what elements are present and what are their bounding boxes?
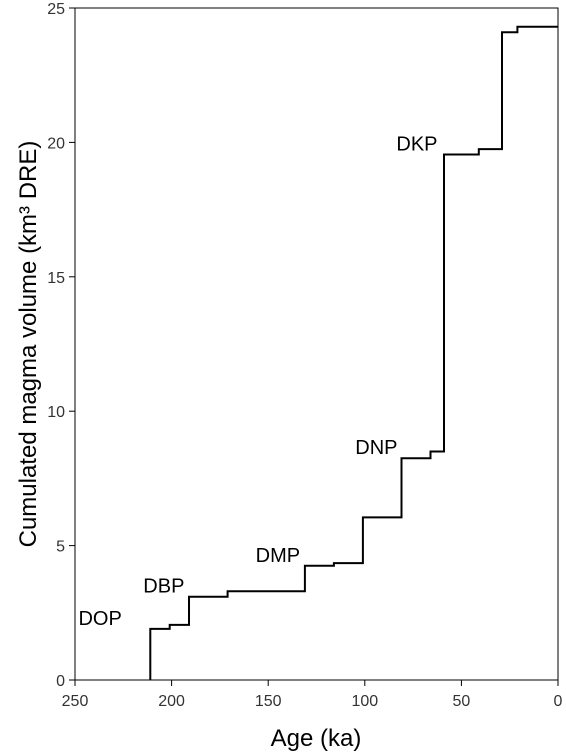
event-labels: DOP DBP DMP DNP DKP (78, 133, 437, 629)
x-axis-title: Age (ka) (271, 725, 362, 752)
y-tick-label: 15 (47, 270, 65, 287)
event-label-dbp: DBP (143, 576, 184, 598)
x-tick-label: 250 (62, 693, 89, 710)
event-label-dmp: DMP (256, 545, 300, 567)
x-tick-label: 100 (351, 693, 378, 710)
y-axis: 0 5 10 15 20 25 (47, 1, 75, 690)
event-label-dkp: DKP (396, 133, 437, 155)
y-tick-label: 20 (47, 135, 65, 152)
event-label-dnp: DNP (355, 437, 397, 459)
y-tick-label: 25 (47, 1, 65, 18)
cumulative-volume-line (149, 25, 558, 680)
x-tick-label: 0 (554, 693, 563, 710)
plot-frame (74, 7, 559, 681)
x-tick-label: 50 (453, 693, 471, 710)
y-axis-title: Cumulated magma volume (km³ DRE) (15, 141, 42, 548)
x-axis: 250 200 150 100 50 0 (62, 680, 563, 710)
y-tick-label: 5 (56, 539, 65, 556)
event-label-dop: DOP (78, 608, 121, 630)
x-tick-label: 150 (255, 693, 282, 710)
x-tick-label: 200 (158, 693, 185, 710)
y-tick-label: 10 (47, 404, 65, 421)
y-tick-label: 0 (56, 673, 65, 690)
